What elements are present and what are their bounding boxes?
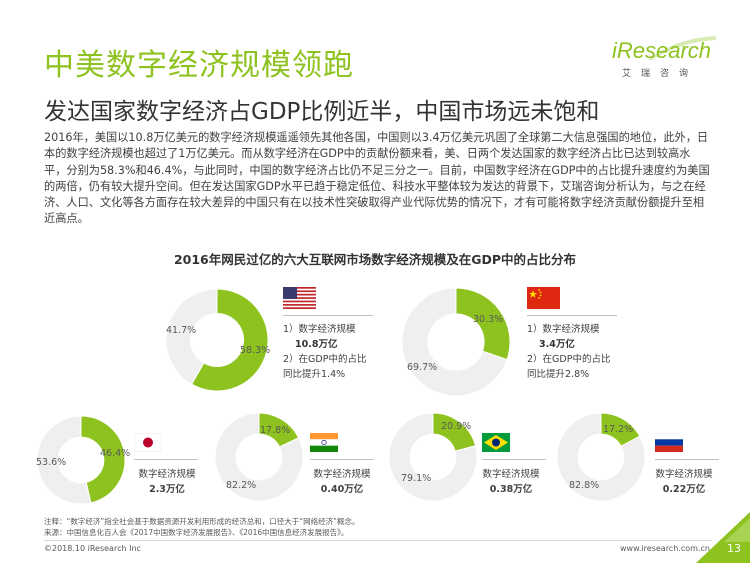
logo-tagline: 艾瑞咨询 [622,69,699,79]
china-info: 1）数字经济规模 3.4万亿 2）在GDP中的占比 同比提升2.8% [527,322,610,382]
note-line: 注释：“数字经济”指全社会基于数据资源开发利用形成的经济总和，口径大于“网络经济… [44,517,360,526]
logo-swoosh-icon [648,36,716,60]
divider [655,459,719,460]
info-line: 同比提升2.8% [527,369,590,380]
info-line: 数字经济规模 [482,469,540,480]
info-value: 2.3万亿 [149,484,185,495]
info-line: 2）在GDP中的占比 [527,354,611,365]
pie-label-green: 17.2% [603,424,634,435]
pie-slice-other [556,412,646,502]
divider [482,459,546,460]
info-value: 10.8万亿 [295,339,338,350]
divider [283,315,373,316]
us-flag-icon [283,287,316,309]
body-paragraph: 2016年，美国以10.8万亿美元的数字经济规模遥遥领先其他各国，中国则以3.4… [44,131,710,226]
info-line: 2）在GDP中的占比 [283,354,367,365]
pie-label-gray: 82.2% [226,480,257,491]
japan-flag-icon [134,433,162,452]
pie-slice-other [165,288,218,385]
pie-chart-brazil [388,412,478,502]
footer-divider [44,540,712,541]
info-line: 数字经济规模 [313,469,371,480]
pie-slice-digital-economy [190,288,269,392]
pie-svg [401,287,511,397]
page-number: 13 [727,542,741,555]
info-value: 0.40万亿 [320,484,364,495]
pie-chart-us [165,288,269,392]
russia-flag-icon [655,433,683,452]
footer-copyright: ©2018.10 iResearch Inc [44,544,141,553]
divider [527,315,617,316]
brazil-info: 数字经济规模 0.38万亿 [474,467,548,497]
page-title: 中美数字经济规模领跑 [44,48,354,83]
pie-slice-other [401,287,508,397]
info-line: 1）数字经济规模 [527,324,600,335]
pie-svg [214,412,304,502]
china-flag-icon [527,287,560,309]
pie-label-green: 30.3% [473,314,504,325]
divider [134,459,198,460]
pie-label-green: 20.9% [441,421,472,432]
india-flag-icon [310,433,338,452]
chart-title: 2016年网民过亿的六大互联网市场数字经济规模及在GDP中的占比分布 [173,252,577,267]
pie-chart-india [214,412,304,502]
pie-svg [165,288,269,392]
pie-slice-other [214,412,304,502]
pie-slice-other [388,412,478,502]
pie-chart-russia [556,412,646,502]
info-line: 数字经济规模 [655,469,713,480]
pie-label-green: 58.3% [240,345,271,356]
pie-chart-japan [36,415,126,505]
info-line: 同比提升1.4% [283,369,346,380]
footer-website: www.iresearch.com.cn [620,544,710,553]
pie-label-green: 17.8% [260,425,291,436]
info-value: 0.38万亿 [489,484,533,495]
info-line: 数字经济规模 [138,469,196,480]
japan-info: 数字经济规模 2.3万亿 [130,467,204,497]
pie-svg [556,412,646,502]
info-line: 1）数字经济规模 [283,324,356,335]
india-info: 数字经济规模 0.40万亿 [305,467,379,497]
corner-triangle-icon [696,512,750,563]
pie-label-gray: 82.8% [569,480,600,491]
pie-svg [36,415,126,505]
pie-slice-other [36,415,92,505]
pie-slice-digital-economy [80,415,126,504]
brazil-flag-icon [482,433,510,452]
pie-label-gray: 69.7% [407,362,438,373]
pie-label-gray: 53.6% [36,457,67,468]
pie-label-gray: 79.1% [401,473,432,484]
russia-info: 数字经济规模 0.22万亿 [647,467,721,497]
logo-wordmark: iResearch [612,38,712,63]
pie-svg [388,412,478,502]
source-line: 来源：中国信息化百人会《2017中国数字经济发展报告》、《2016中国信息经济发… [44,528,349,537]
pie-chart-china [401,287,511,397]
source-note: 注释：“数字经济”指全社会基于数据资源开发利用形成的经济总和，口径大于“网络经济… [44,516,360,538]
pie-label-gray: 41.7% [166,325,197,336]
info-value: 3.4万亿 [539,339,575,350]
divider [310,459,374,460]
us-info: 1）数字经济规模 10.8万亿 2）在GDP中的占比 同比提升1.4% [283,322,366,382]
pie-label-green: 46.4% [100,448,131,459]
iresearch-logo: iResearch 艾瑞咨询 [612,36,716,84]
info-value: 0.22万亿 [662,484,706,495]
page-subtitle: 发达国家数字经济占GDP比例近半，中国市场远未饱和 [44,99,600,125]
